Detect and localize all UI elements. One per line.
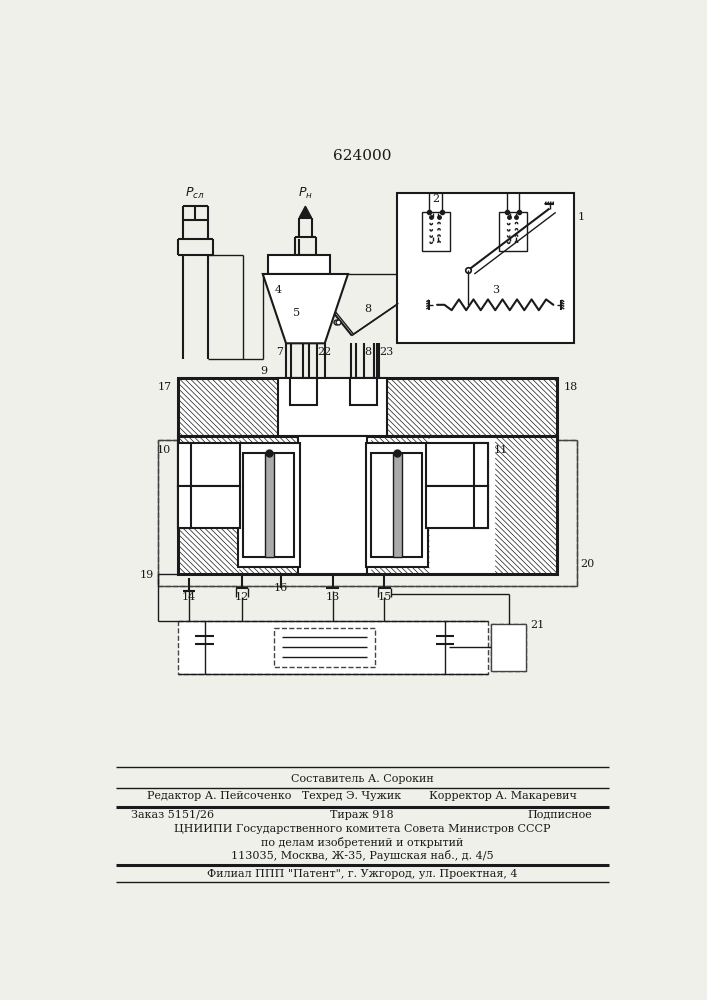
Text: 18: 18 [563, 381, 578, 391]
Text: $P_{сл}$: $P_{сл}$ [185, 186, 205, 201]
Bar [177, 443, 240, 486]
Text: 15: 15 [378, 592, 392, 602]
Text: Редактор А. Пейсоченко   Техред Э. Чужик        Корректор А. Макаревич: Редактор А. Пейсоченко Техред Э. Чужик К… [147, 791, 577, 801]
Bar [371, 436, 429, 574]
Text: 8: 8 [364, 304, 371, 314]
Text: 4: 4 [275, 285, 282, 295]
Bar [268, 255, 330, 274]
Text: по делам изобретений и открытий: по делам изобретений и открытий [261, 837, 463, 848]
Bar [491, 624, 526, 671]
Text: 7: 7 [276, 347, 284, 357]
Text: 22: 22 [317, 347, 332, 357]
Bar [158, 440, 577, 586]
Bar [426, 486, 488, 528]
Text: Составитель А. Сорокин: Составитель А. Сорокин [291, 774, 433, 784]
Bar [279, 378, 387, 436]
Bar [240, 436, 298, 574]
Text: 1: 1 [578, 212, 585, 222]
Bar [366, 443, 428, 567]
Bar [371, 453, 421, 557]
Text: 10: 10 [157, 445, 171, 455]
Text: Подписное: Подписное [527, 810, 592, 820]
Bar [158, 440, 577, 586]
Bar [491, 624, 526, 671]
Text: Филиал ППП "Патент", г. Ужгород, ул. Проектная, 4: Филиал ППП "Патент", г. Ужгород, ул. Про… [206, 869, 518, 879]
Bar [421, 212, 450, 251]
Bar [426, 443, 488, 486]
Bar [495, 436, 557, 574]
Bar [474, 443, 488, 486]
Text: 19: 19 [140, 570, 154, 580]
Text: Заказ 5151/26: Заказ 5151/26 [131, 810, 214, 820]
Bar [351, 378, 378, 405]
Bar [177, 486, 192, 528]
Bar [177, 436, 557, 574]
Bar [397, 193, 573, 343]
Bar [177, 620, 488, 674]
Bar [265, 453, 274, 557]
Text: 13: 13 [325, 592, 339, 602]
Text: 2: 2 [432, 194, 439, 204]
Bar [499, 212, 527, 251]
Bar [177, 486, 240, 528]
Bar [177, 443, 240, 486]
Text: 11: 11 [493, 445, 508, 455]
Bar [238, 443, 300, 567]
Bar [426, 486, 488, 528]
Bar [474, 486, 488, 528]
Bar [290, 378, 317, 405]
Text: 3: 3 [491, 285, 499, 295]
Bar [426, 443, 488, 486]
Text: 12: 12 [235, 592, 249, 602]
Text: ЦНИИПИ Государственного комитета Совета Министров СССР: ЦНИИПИ Государственного комитета Совета … [174, 824, 550, 834]
Bar [177, 378, 557, 436]
Bar [177, 443, 192, 486]
Text: 14: 14 [182, 592, 197, 602]
Text: 8: 8 [364, 347, 371, 357]
Text: $P_н$: $P_н$ [298, 186, 312, 201]
Text: 9: 9 [260, 366, 267, 376]
Text: 5: 5 [293, 308, 300, 318]
Text: Тираж 918: Тираж 918 [330, 810, 394, 820]
Bar [177, 378, 557, 436]
Text: 624000: 624000 [333, 149, 391, 163]
Bar [393, 453, 402, 557]
Bar [177, 486, 240, 528]
Text: 113035, Москва, Ж-35, Раушская наб., д. 4/5: 113035, Москва, Ж-35, Раушская наб., д. … [230, 850, 493, 861]
Text: 23: 23 [380, 347, 394, 357]
Text: 16: 16 [274, 583, 288, 593]
Text: 20: 20 [580, 559, 595, 569]
Polygon shape [263, 274, 348, 343]
Text: 21: 21 [530, 620, 544, 630]
Bar [243, 453, 293, 557]
Bar [298, 436, 368, 574]
Bar [177, 436, 240, 574]
Bar [274, 628, 375, 667]
Polygon shape [299, 206, 312, 218]
Text: 17: 17 [157, 381, 171, 391]
